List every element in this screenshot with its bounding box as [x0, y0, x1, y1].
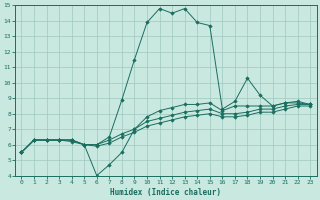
X-axis label: Humidex (Indice chaleur): Humidex (Indice chaleur)	[110, 188, 221, 197]
